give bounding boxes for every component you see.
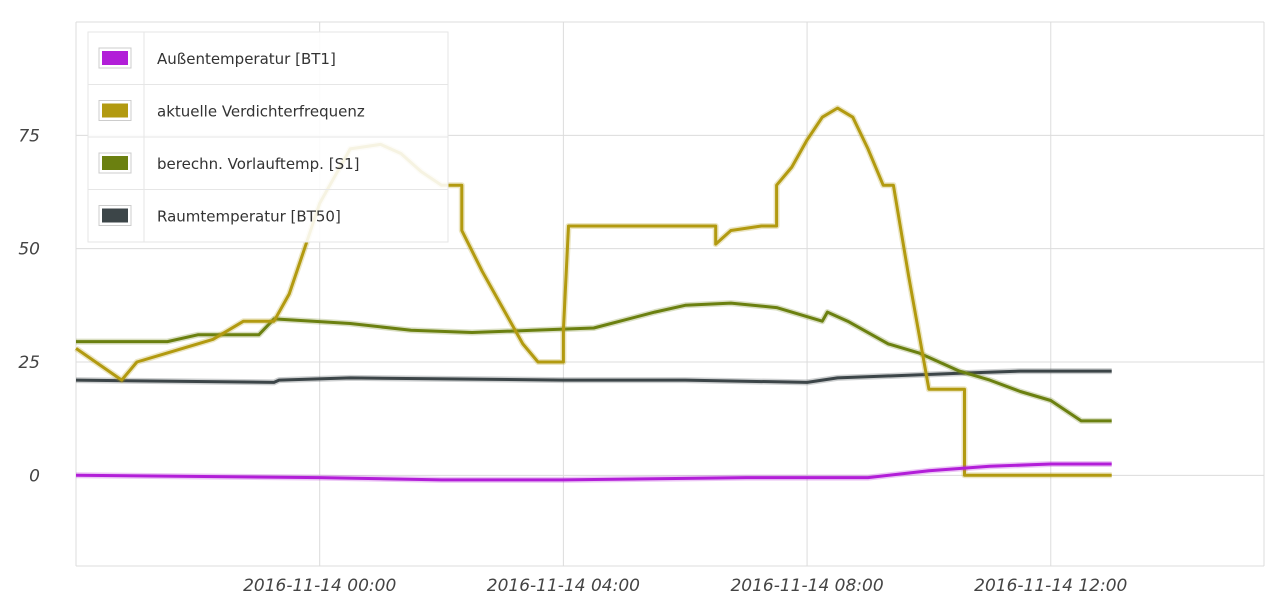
x-tick-label: 2016-11-14 00:00 <box>243 576 396 596</box>
x-tick-label: 2016-11-14 08:00 <box>730 576 883 596</box>
x-tick-label: 2016-11-14 04:00 <box>487 576 640 596</box>
legend-swatch <box>102 208 128 223</box>
legend-label: Außentemperatur [BT1] <box>157 50 336 68</box>
series-line <box>75 106 1112 477</box>
axes: 2016-11-14 00:00 2016-11-14 04:00 2016-11-… <box>18 126 1127 596</box>
legend: Außentemperatur [BT1] aktuelle Verdichter… <box>87 31 449 243</box>
legend-label: aktuelle Verdichterfrequenz <box>157 103 365 121</box>
legend-swatch <box>102 51 128 65</box>
legend-label: Raumtemperatur [BT50] <box>157 208 341 226</box>
y-tick-label: 0 <box>29 466 40 486</box>
legend-swatch <box>102 156 128 170</box>
legend-swatch <box>102 103 128 118</box>
y-tick-label: 50 <box>18 240 40 260</box>
grid <box>75 21 1265 567</box>
series-lines <box>74 105 1112 483</box>
y-tick-label: 25 <box>18 353 40 373</box>
series-line <box>75 462 1112 482</box>
x-tick-label: 2016-11-14 12:00 <box>974 576 1127 596</box>
y-tick-label: 75 <box>18 126 40 146</box>
legend-label: berechn. Vorlauftemp. [S1] <box>157 155 360 173</box>
